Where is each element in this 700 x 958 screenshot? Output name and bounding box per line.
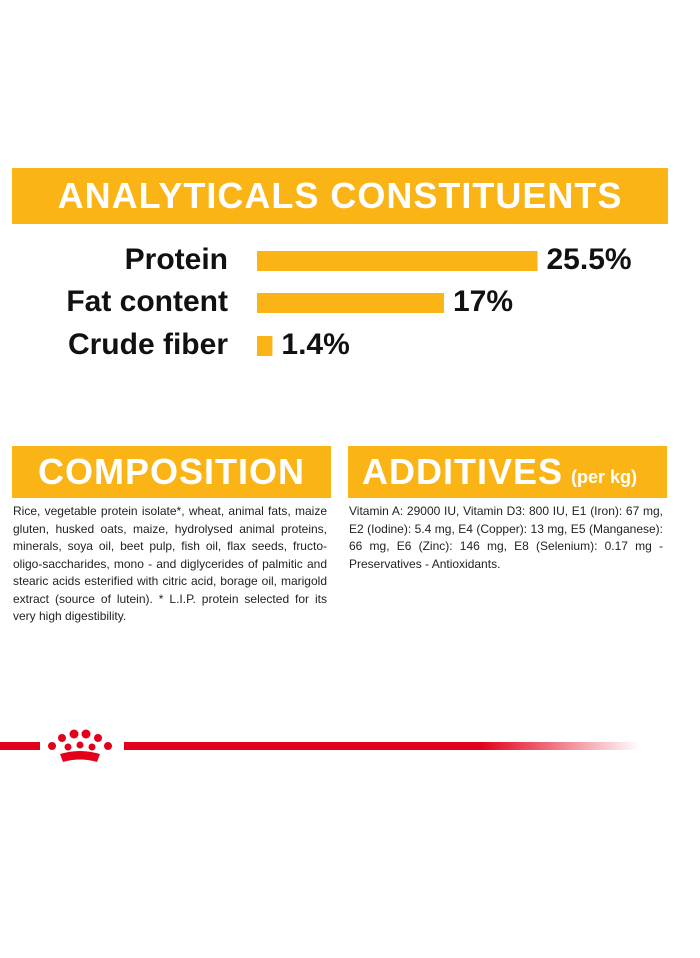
analyticals-title: ANALYTICALS CONSTITUENTS — [57, 175, 623, 216]
crown-logo — [48, 729, 112, 762]
bar-chart: Protein 25.5% Fat content 17% Crude fiber 1.4… — [66, 243, 632, 361]
bar — [257, 293, 444, 313]
composition-text: Rice, vegetable protein isolate*, wheat,… — [13, 504, 327, 623]
bar — [257, 336, 273, 356]
additives-banner: ADDITIVES (per kg) — [348, 446, 667, 498]
additives-subtitle: (per kg) — [571, 466, 638, 487]
red-stripe — [0, 742, 640, 750]
category-label: Crude fiber — [68, 328, 228, 361]
value-label: 25.5% — [547, 243, 632, 276]
composition-banner: COMPOSITION — [12, 446, 331, 498]
analyticals-banner: ANALYTICALS CONSTITUENTS — [12, 168, 668, 224]
additives-title: ADDITIVES — [362, 451, 564, 492]
category-label: Fat content — [66, 285, 228, 318]
composition-title: COMPOSITION — [37, 451, 305, 492]
category-label: Protein — [125, 243, 228, 276]
additives-text: Vitamin A: 29000 IU, Vitamin D3: 800 IU,… — [349, 504, 663, 571]
value-label: 17% — [453, 285, 513, 318]
value-label: 1.4% — [281, 328, 349, 361]
brand-footer — [0, 729, 640, 762]
bar — [257, 251, 538, 271]
